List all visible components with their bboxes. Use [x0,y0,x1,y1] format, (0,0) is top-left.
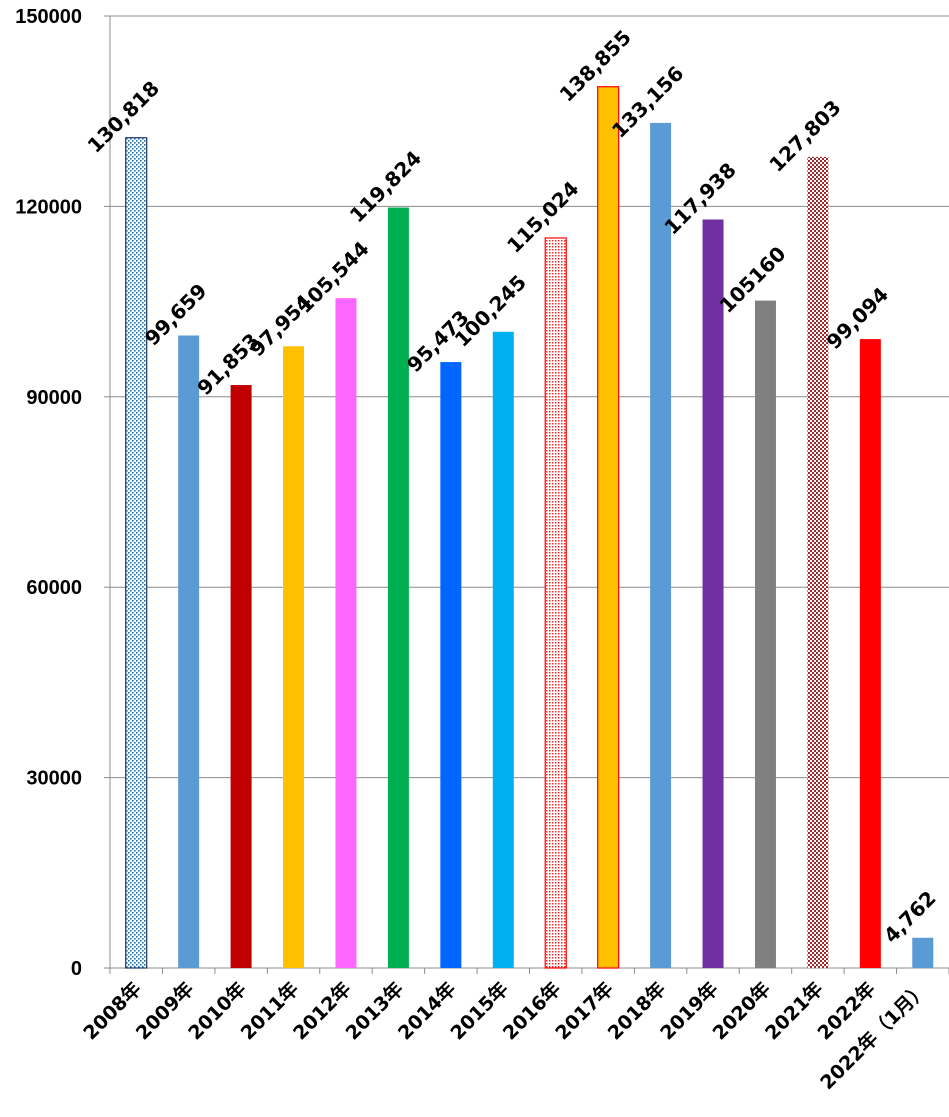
data-label: 105160 [715,242,791,318]
y-tick-label: 90000 [26,387,82,409]
bar [440,362,462,968]
bar [335,298,357,968]
bar [387,207,409,968]
x-tick-label: 2021年 [760,977,827,1044]
bar [650,122,672,968]
y-tick-label: 30000 [26,768,82,790]
data-label: 138,855 [555,25,636,106]
x-tick-label: 2017年 [551,977,618,1044]
x-tick-label: 2011年 [236,977,303,1044]
bar [178,335,200,968]
x-tick-label: 2012年 [288,977,355,1044]
bar [754,300,776,968]
data-label: 130,818 [83,76,164,157]
bar [283,346,305,968]
x-tick-label: 2016年 [498,977,565,1044]
bar [544,237,567,969]
data-label: 119,824 [345,146,426,227]
y-tick-label: 0 [71,958,82,980]
x-tick-label: 2014年 [393,977,460,1044]
data-label: 99,659 [140,279,212,351]
bar [702,219,724,969]
x-axis-ticks: 2008年2009年2010年2011年2012年2013年2014年2015年… [79,977,933,1094]
data-label: 117,938 [659,158,740,239]
x-tick-label: 2008年 [79,977,146,1044]
x-tick-label: 2013年 [341,977,408,1044]
x-tick-label: 2015年 [446,977,513,1044]
y-tick-label: 60000 [26,577,82,599]
x-tick-label: 2020年 [708,977,775,1044]
y-axis-ticks: 0 30000 60000 90000 120000 150000 [15,6,82,980]
data-label: 127,803 [764,95,845,176]
y-tick-label: 120000 [15,196,82,218]
bar [125,137,148,969]
bar [912,937,934,968]
bar [597,86,620,969]
bar [807,156,829,968]
x-tick-label: 2018年 [603,977,670,1044]
x-tick-label: 2010年 [184,977,251,1044]
y-tick-label: 150000 [15,6,82,28]
data-label: 99,094 [822,282,894,354]
data-label: 115,024 [502,176,583,257]
bar [492,331,514,968]
x-tick-label: 2019年 [655,977,722,1044]
bars [125,86,934,969]
x-tick-label: 2009年 [131,977,198,1044]
bar [859,339,881,969]
bar [230,385,252,968]
data-label: 105,544 [292,237,373,318]
